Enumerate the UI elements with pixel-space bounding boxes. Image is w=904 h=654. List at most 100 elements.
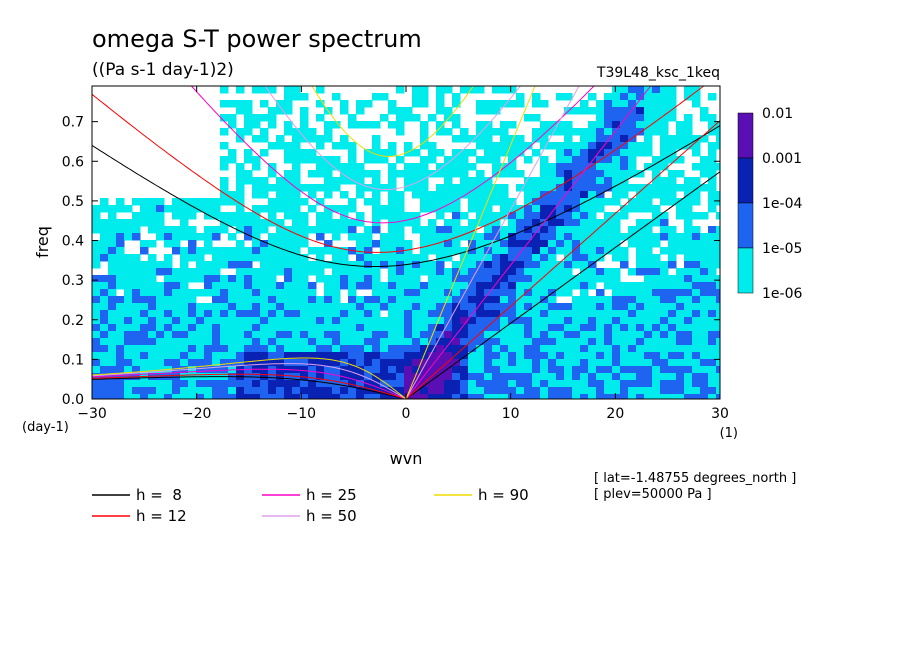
power-cell (364, 156, 373, 164)
power-cell (428, 296, 437, 304)
power-cell (148, 352, 157, 360)
power-cell (452, 296, 461, 304)
power-cell (420, 366, 429, 374)
power-cell (180, 219, 189, 227)
power-cell (236, 352, 245, 360)
power-cell (268, 121, 277, 129)
power-cell (124, 254, 133, 262)
power-cell (300, 345, 309, 353)
power-cell (196, 317, 205, 325)
power-cell (652, 303, 661, 311)
power-cell (316, 226, 325, 234)
power-cell (524, 324, 533, 332)
power-cell (212, 394, 221, 399)
power-cell (428, 324, 437, 332)
power-cell (220, 296, 229, 304)
power-cell (300, 156, 309, 164)
power-cell (140, 310, 149, 318)
power-cell (508, 135, 517, 143)
power-cell (452, 373, 461, 381)
power-cell (228, 254, 237, 262)
power-cell (396, 128, 405, 136)
power-cell (324, 240, 333, 248)
power-cell (324, 128, 333, 136)
power-cell (380, 93, 389, 101)
power-cell (260, 226, 269, 234)
power-cell (676, 121, 685, 129)
power-cell (484, 324, 493, 332)
power-cell (580, 247, 589, 255)
power-cell (516, 212, 525, 220)
power-cell (244, 261, 253, 269)
power-cell (644, 380, 653, 388)
power-cell (148, 289, 157, 297)
power-cell (140, 296, 149, 304)
power-cell (292, 394, 301, 399)
power-cell (652, 373, 661, 381)
power-cell (564, 366, 573, 374)
power-cell (100, 366, 109, 374)
power-cell (628, 184, 637, 192)
power-cell (124, 317, 133, 325)
power-cell (636, 198, 645, 206)
power-cell (484, 149, 493, 157)
power-cell (580, 394, 589, 399)
power-cell (228, 310, 237, 318)
power-cell (700, 352, 709, 360)
power-cell (324, 373, 333, 381)
power-cell (388, 177, 397, 185)
power-cell (252, 296, 261, 304)
power-cell (92, 324, 101, 332)
power-cell (572, 324, 581, 332)
power-cell (220, 324, 229, 332)
power-cell (692, 359, 701, 367)
power-cell (476, 170, 485, 178)
power-cell (660, 86, 669, 94)
power-cell (332, 163, 341, 171)
power-cell (652, 338, 661, 346)
power-cell (204, 226, 213, 234)
power-cell (220, 184, 229, 192)
power-cell (140, 275, 149, 283)
power-cell (316, 142, 325, 150)
power-cell (580, 303, 589, 311)
power-cell (428, 142, 437, 150)
power-cell (476, 394, 485, 399)
power-cell (388, 191, 397, 199)
power-cell (116, 394, 125, 399)
dispersion-curve-h12-er (92, 373, 407, 399)
x-tick-label: 20 (606, 406, 624, 422)
power-cell (420, 184, 429, 192)
power-cell (716, 373, 720, 381)
power-cell (524, 233, 533, 241)
power-cell (556, 240, 565, 248)
power-cell (268, 107, 277, 115)
power-cell (300, 226, 309, 234)
power-cell (556, 142, 565, 150)
power-cell (204, 352, 213, 360)
power-cell (316, 317, 325, 325)
power-cell (588, 191, 597, 199)
power-cell (340, 331, 349, 339)
power-cell (508, 149, 517, 157)
power-cell (596, 226, 605, 234)
power-cell (492, 100, 501, 108)
power-cell (628, 359, 637, 367)
power-cell (188, 205, 197, 213)
power-cell (252, 331, 261, 339)
power-cell (668, 177, 677, 185)
power-cell (308, 184, 317, 192)
power-cell (340, 345, 349, 353)
power-cell (644, 331, 653, 339)
power-cell (572, 303, 581, 311)
power-cell (596, 149, 605, 157)
power-cell (444, 359, 453, 367)
power-cell (308, 338, 317, 346)
power-cell (604, 247, 613, 255)
power-cell (316, 310, 325, 318)
power-cell (292, 303, 301, 311)
power-cell (364, 366, 373, 374)
power-cell (228, 212, 237, 220)
power-cell (604, 240, 613, 248)
power-cell (668, 331, 677, 339)
